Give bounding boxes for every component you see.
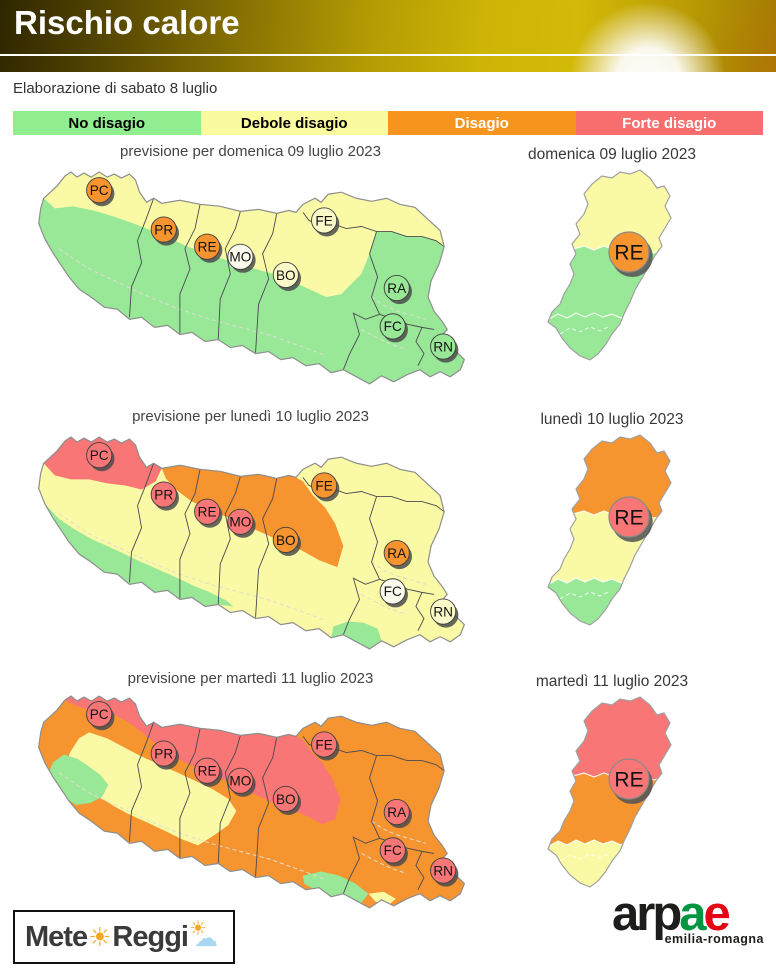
svg-text:FE: FE (315, 737, 332, 752)
svg-text:RA: RA (387, 546, 407, 561)
marker-RE: RE (194, 498, 223, 528)
map-title-domenica: previsione per domenica 09 luglio 2023 (119, 143, 381, 160)
svg-text:FE: FE (315, 213, 332, 228)
re-map-lunedi: RE (547, 434, 672, 626)
sun-icon: ☀ (88, 921, 112, 952)
page-title: Rischio calore (14, 4, 240, 41)
marker-RE: RE (194, 757, 223, 787)
re-map-domenica: RE (547, 169, 672, 361)
svg-text:RE: RE (614, 769, 643, 792)
svg-text:RN: RN (433, 604, 453, 619)
sun-behind-cloud-icon: ☀ ☁ (189, 918, 223, 954)
header-divider (0, 54, 776, 56)
svg-text:RE: RE (198, 505, 217, 520)
marker-MO: MO (227, 767, 256, 797)
marker-RN: RN (430, 598, 459, 628)
map-title-lunedi: previsione per lunedì 10 luglio 2023 (132, 408, 369, 425)
arpae-subtitle: emilia-romagna (664, 932, 764, 946)
marker-PC: PC (86, 701, 115, 731)
svg-text:MO: MO (229, 515, 251, 530)
svg-text:MO: MO (229, 250, 251, 265)
svg-text:RE: RE (614, 242, 643, 265)
marker-RE: RE (194, 233, 223, 263)
marker-BO: BO (272, 785, 302, 815)
legend-item-1: No disagio (13, 111, 201, 135)
marker-RE-large: RE (608, 231, 653, 277)
marker-RE-large: RE (608, 496, 653, 542)
svg-text:FE: FE (315, 478, 332, 493)
svg-text:PR: PR (154, 487, 173, 502)
svg-text:FC: FC (384, 319, 402, 334)
svg-text:MO: MO (229, 774, 251, 789)
marker-RA: RA (383, 798, 412, 829)
svg-text:RA: RA (387, 805, 407, 820)
svg-text:PC: PC (90, 707, 109, 722)
marker-MO: MO (227, 243, 256, 273)
marker-FC: FC (379, 837, 408, 867)
legend-item-3: Disagio (388, 111, 576, 135)
arpae-letter-red: e (703, 887, 731, 941)
marker-PC: PC (86, 442, 115, 472)
re-map-martedi: RE (547, 696, 672, 888)
arpae-logo[interactable]: arpae emilia-romagna (612, 890, 764, 947)
svg-text:BO: BO (276, 268, 296, 283)
svg-text:RE: RE (198, 764, 217, 779)
marker-RN: RN (430, 857, 459, 887)
meteo-reggio-logo[interactable]: Mete ☀ Reggi ☀ ☁ (13, 910, 235, 964)
marker-BO: BO (272, 261, 302, 291)
svg-text:BO: BO (276, 792, 296, 807)
region-map-martedi: PC PR RE MO BO FE RA FC RN (38, 695, 466, 909)
svg-text:FC: FC (384, 843, 402, 858)
svg-text:PR: PR (154, 746, 173, 761)
marker-PR: PR (150, 481, 179, 511)
legend-item-2: Debole disagio (200, 111, 388, 135)
svg-text:FC: FC (384, 584, 402, 599)
re-title-martedi: martedì 11 luglio 2023 (535, 673, 689, 690)
legend-item-4: Forte disagio (575, 111, 763, 135)
marker-MO: MO (227, 508, 256, 538)
legend-bar: No disagio Debole disagio Disagio Forte dis… (13, 111, 763, 135)
marker-FE: FE (311, 731, 340, 761)
svg-text:RN: RN (433, 863, 453, 878)
svg-text:RE: RE (198, 240, 217, 255)
map-title-martedi: previsione per martedì 11 luglio 2023 (127, 670, 374, 687)
svg-text:PC: PC (90, 183, 109, 198)
elaboration-text: Elaborazione di sabato 8 luglio (13, 80, 218, 97)
marker-FC: FC (379, 313, 408, 343)
arpae-letter-green: a (679, 887, 706, 941)
svg-text:PC: PC (90, 448, 109, 463)
marker-RA: RA (383, 274, 412, 305)
marker-RN: RN (430, 333, 459, 363)
arpae-wordmark: arpae (612, 890, 764, 939)
region-map-lunedi: PC PR RE MO BO FE RA FC RN (38, 436, 466, 650)
marker-PC: PC (86, 177, 115, 207)
re-title-lunedi: lunedì 10 luglio 2023 (540, 411, 684, 428)
svg-text:RE: RE (614, 507, 643, 530)
marker-PR: PR (150, 740, 179, 770)
marker-RA: RA (383, 539, 412, 570)
marker-FE: FE (311, 472, 340, 502)
header-banner: Rischio calore (0, 0, 776, 72)
svg-text:RA: RA (387, 281, 407, 296)
svg-text:BO: BO (276, 533, 296, 548)
svg-text:RN: RN (433, 339, 453, 354)
cloud-icon: ☁ (193, 925, 218, 952)
marker-FE: FE (311, 207, 340, 237)
region-map-domenica: PC PR RE MO BO FE RA FC RN (38, 171, 466, 385)
marker-BO: BO (272, 526, 302, 556)
marker-RE-large: RE (608, 758, 653, 804)
re-title-domenica: domenica 09 luglio 2023 (527, 146, 697, 163)
meteo-logo-text-2: Reggi (112, 920, 189, 953)
marker-PR: PR (150, 216, 179, 246)
marker-FC: FC (379, 578, 408, 608)
svg-text:PR: PR (154, 222, 173, 237)
arpae-letters-black: arp (612, 887, 682, 941)
meteo-logo-text-1: Mete (25, 920, 88, 953)
small-sun-icon: ☀ (188, 918, 207, 940)
